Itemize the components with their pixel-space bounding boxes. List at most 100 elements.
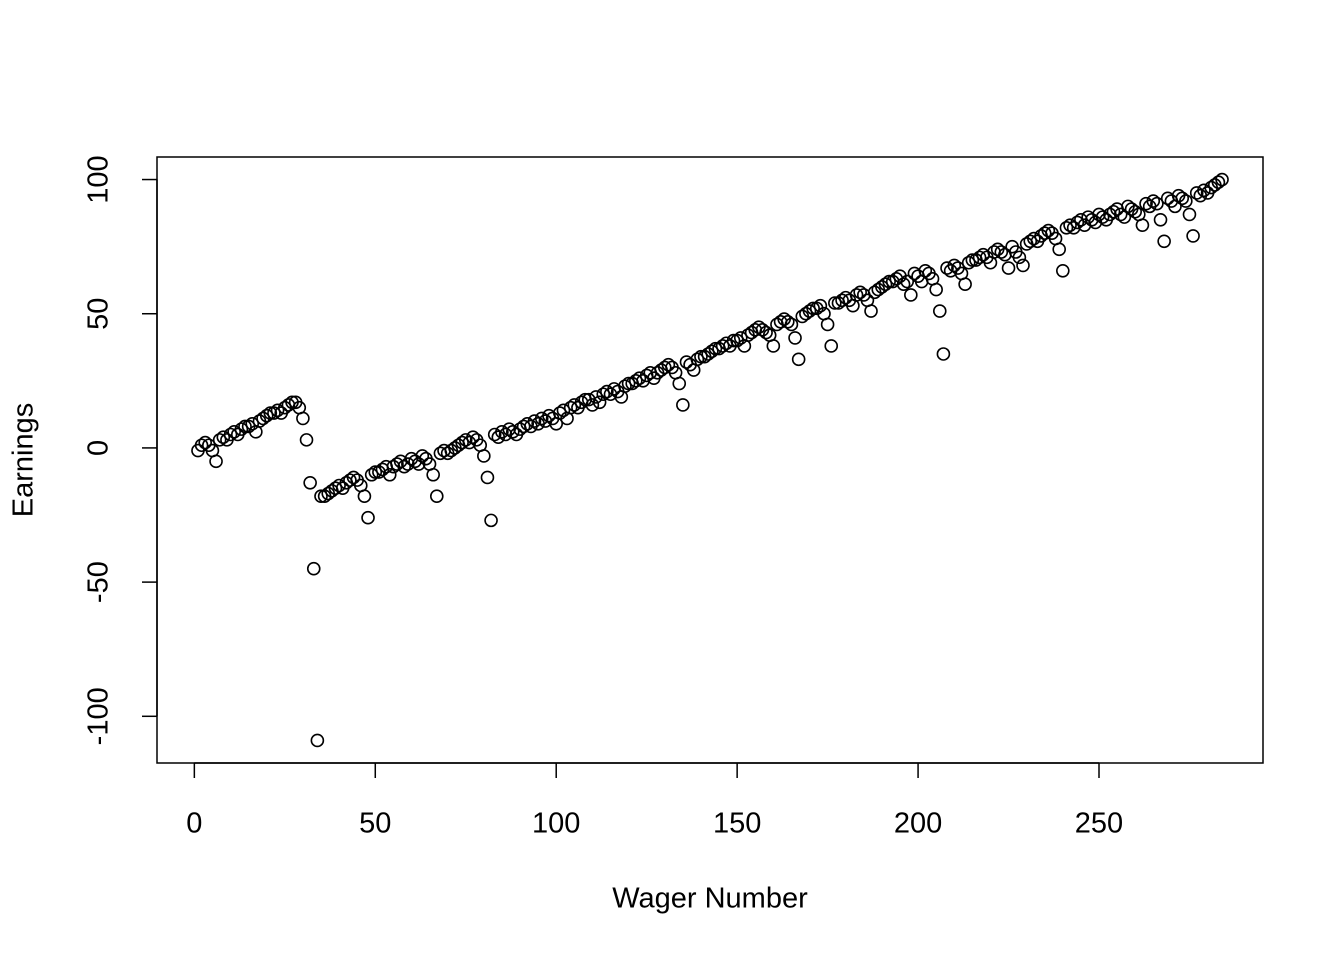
point (918, 263, 933, 278)
x-tick-label: 150 (713, 808, 761, 840)
point (1146, 194, 1161, 208)
point (1023, 234, 1038, 249)
point (965, 253, 980, 267)
point (600, 384, 614, 399)
point (437, 443, 451, 458)
point (477, 449, 491, 463)
x-tick-label: 100 (532, 808, 580, 840)
point (314, 489, 328, 504)
point (1041, 223, 1056, 238)
point (1113, 207, 1128, 222)
point (824, 339, 839, 353)
point (694, 349, 708, 364)
point (357, 489, 372, 504)
point (259, 408, 274, 423)
point (1179, 194, 1193, 208)
point (332, 478, 346, 493)
point (661, 357, 676, 372)
point (429, 489, 444, 504)
point (1128, 204, 1142, 219)
point (907, 266, 922, 281)
point (864, 304, 878, 318)
point (947, 258, 962, 273)
point (618, 379, 632, 393)
point (773, 314, 788, 329)
point (455, 435, 469, 450)
point (1197, 183, 1211, 198)
point (310, 733, 325, 748)
point (972, 250, 987, 265)
point (849, 288, 864, 302)
point (1160, 191, 1175, 206)
point (936, 347, 951, 361)
point (209, 454, 223, 469)
point (958, 277, 972, 292)
point (1186, 229, 1200, 243)
point (904, 288, 918, 302)
point (1150, 196, 1164, 211)
point (270, 403, 285, 418)
point (194, 438, 209, 453)
point (835, 293, 849, 308)
x-tick-label: 250 (1075, 808, 1123, 840)
point (299, 433, 314, 447)
point (527, 414, 542, 428)
point (853, 285, 867, 300)
point (1052, 242, 1066, 257)
x-tick-label: 0 (186, 808, 202, 840)
point (433, 446, 448, 461)
point (328, 481, 343, 495)
y-tick-label: -50 (83, 561, 115, 603)
point (212, 433, 227, 447)
point (368, 465, 383, 479)
point (932, 304, 947, 318)
point (781, 314, 795, 329)
point (1001, 261, 1016, 275)
point (458, 433, 473, 447)
point (343, 473, 357, 487)
point (556, 403, 571, 418)
point (516, 419, 531, 434)
point (828, 296, 842, 310)
point (788, 331, 802, 345)
point (820, 317, 835, 332)
point (592, 395, 607, 410)
point (1056, 263, 1070, 278)
x-axis-label: Wager Number (612, 883, 808, 915)
point (621, 376, 636, 391)
point (585, 398, 600, 412)
x-tick-label: 50 (359, 808, 391, 840)
x-tick-label: 200 (894, 808, 942, 840)
point (223, 427, 238, 442)
point (657, 360, 672, 375)
point (198, 435, 213, 450)
point (567, 398, 582, 412)
point (495, 425, 509, 439)
point (1215, 172, 1229, 187)
point (397, 459, 412, 474)
point (1153, 213, 1168, 227)
point (1139, 196, 1153, 211)
point (364, 467, 379, 482)
point (1027, 231, 1041, 246)
point (759, 325, 773, 340)
point (676, 398, 690, 412)
point (303, 476, 317, 490)
point (382, 467, 397, 482)
point (1157, 234, 1171, 249)
point (802, 304, 817, 318)
point (784, 317, 799, 332)
point (361, 510, 375, 525)
point (306, 561, 321, 576)
y-tick-label: 0 (83, 440, 115, 456)
point (534, 411, 549, 426)
point (267, 406, 281, 420)
point (878, 277, 893, 292)
point (480, 470, 495, 485)
point (806, 301, 820, 316)
point (900, 274, 915, 289)
point (1095, 210, 1110, 224)
y-tick-label: -100 (83, 687, 115, 745)
point (961, 255, 976, 270)
